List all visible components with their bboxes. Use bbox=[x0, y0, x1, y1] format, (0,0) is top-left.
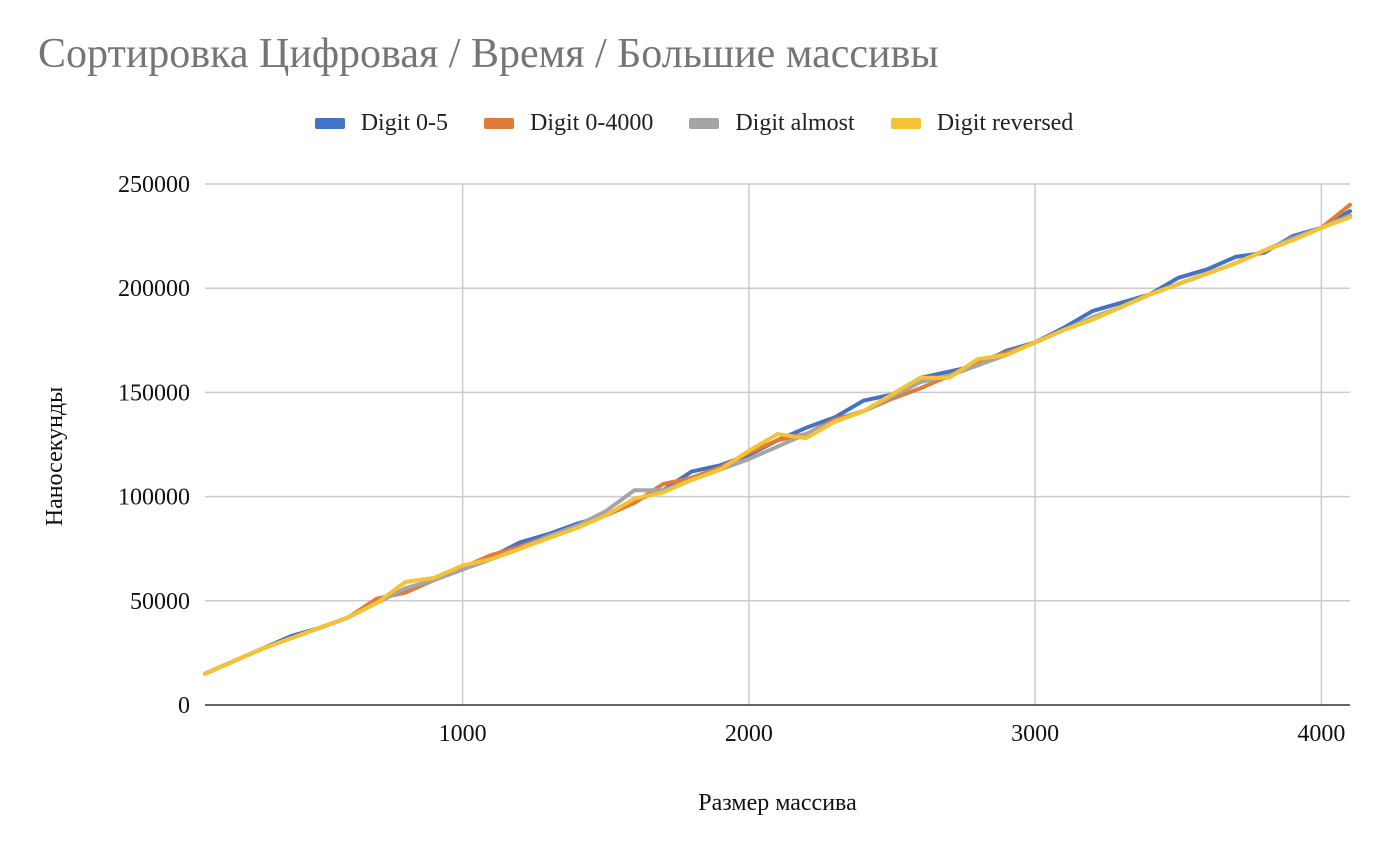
x-tick-label: 2000 bbox=[725, 721, 773, 747]
y-tick-label: 200000 bbox=[118, 276, 190, 302]
series-line bbox=[203, 215, 1352, 676]
legend-label: Digit 0-4000 bbox=[530, 110, 654, 136]
y-tick-label: 50000 bbox=[130, 589, 190, 615]
legend-swatch bbox=[890, 118, 921, 129]
legend-swatch bbox=[314, 118, 345, 129]
legend-swatch bbox=[689, 118, 720, 129]
chart-title: Сортировка Цифровая / Время / Большие ма… bbox=[38, 31, 939, 77]
legend-item: Digit 0-4000 bbox=[484, 110, 653, 137]
legend-item: Digit reversed bbox=[890, 110, 1074, 137]
legend: Digit 0-5 Digit 0-4000 Digit almost Digit r… bbox=[0, 110, 1388, 137]
legend-item: Digit almost bbox=[689, 110, 855, 137]
x-axis-title: Размер массива bbox=[698, 790, 857, 816]
legend-swatch bbox=[484, 118, 515, 129]
y-tick-label: 0 bbox=[178, 693, 190, 719]
x-tick-label: 4000 bbox=[1297, 721, 1345, 747]
legend-label: Digit 0-5 bbox=[360, 110, 449, 136]
x-tick-label: 1000 bbox=[439, 721, 487, 747]
legend-label: Digit almost bbox=[735, 110, 855, 136]
y-tick-label: 150000 bbox=[118, 380, 190, 406]
legend-label: Digit reversed bbox=[936, 110, 1074, 136]
y-tick-label: 250000 bbox=[118, 172, 190, 198]
y-tick-label: 100000 bbox=[118, 485, 190, 511]
y-axis-title: Наносекунды bbox=[42, 387, 68, 527]
legend-item: Digit 0-5 bbox=[314, 110, 449, 137]
x-tick-label: 3000 bbox=[1011, 721, 1059, 747]
